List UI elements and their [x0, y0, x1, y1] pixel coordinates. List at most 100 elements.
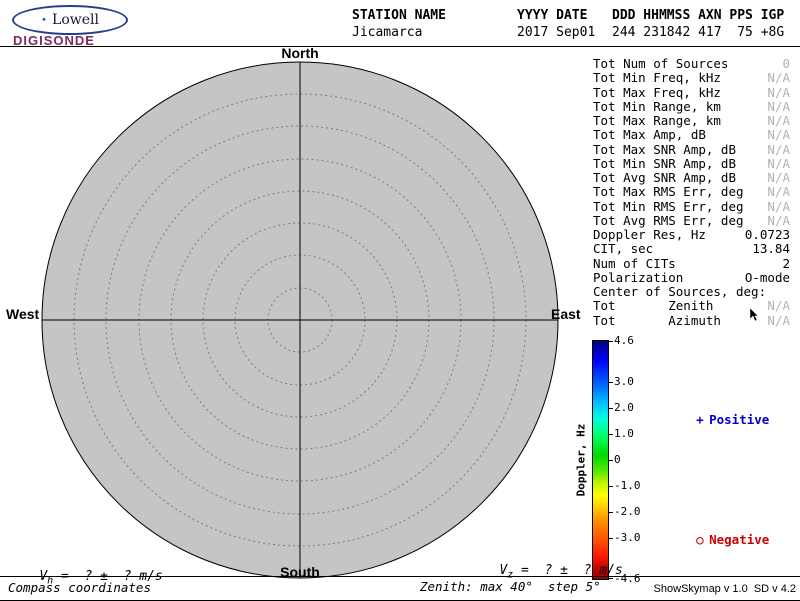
footer-divider — [0, 576, 800, 577]
stat-row: Tot Zenith N/A — [593, 298, 790, 314]
stat-row: Tot Azimuth N/A — [593, 312, 790, 328]
stat-value: N/A — [767, 298, 790, 314]
stat-label: Tot Avg SNR Amp, dB — [593, 170, 736, 185]
colorbar-tick-label: 3.0 — [614, 375, 634, 388]
stat-row: Tot Max Amp, dB N/A — [593, 127, 790, 143]
stat-value: O-mode — [744, 269, 790, 285]
header-date-value: 2017 Sep01 — [517, 25, 596, 40]
stat-label: CIT, sec — [593, 241, 654, 257]
stat-value: N/A — [767, 212, 790, 228]
stat-row: Tot Min Freq, kHz N/A — [593, 70, 790, 86]
vz-sub: z — [507, 570, 513, 581]
colorbar-tick — [609, 512, 613, 513]
colorbar-title: Doppler, Hz — [574, 423, 588, 497]
colorbar-tick-label: 0 — [614, 453, 621, 466]
vz-var: V — [499, 563, 508, 578]
stat-label: Tot Min Freq, kHz — [593, 70, 721, 86]
stat-value: 0 — [782, 56, 790, 71]
stat-value: N/A — [767, 170, 790, 185]
legend-positive-label: Positive — [709, 412, 770, 427]
colorbar-tick-label: -2.0 — [614, 505, 641, 518]
stat-value: N/A — [767, 70, 790, 86]
stat-value: N/A — [767, 141, 790, 157]
compass-north: North — [281, 45, 319, 61]
colorbar-tick — [609, 486, 613, 487]
legend-positive: + Positive — [666, 397, 769, 442]
star-icon: ✦ — [41, 14, 48, 25]
stat-row: Tot Avg SNR Amp, dB N/A — [593, 170, 790, 185]
stat-value: 13.84 — [752, 241, 790, 257]
skymap-plot — [41, 61, 559, 579]
stat-value: N/A — [767, 198, 790, 214]
stat-label: Tot Avg RMS Err, deg — [593, 212, 744, 228]
stat-label: Tot Num of Sources — [593, 56, 729, 71]
stat-label: Tot Min RMS Err, deg — [593, 198, 744, 214]
legend-negative: ○ Negative — [666, 517, 769, 562]
compass-west: West — [6, 306, 40, 322]
stat-label: Tot Max Freq, kHz — [593, 84, 721, 100]
stat-label: Center of Sources, deg: — [593, 284, 767, 299]
circle-marker-icon: ○ — [696, 532, 704, 547]
stat-label: Num of CITs — [593, 255, 676, 271]
stat-value: 0.0723 — [744, 227, 790, 242]
colorbar-tick-label: -4.6 — [614, 572, 641, 585]
lowell-logo: ✦ Lowell — [12, 5, 128, 35]
header-station-label: STATION NAME — [352, 8, 446, 23]
stat-label: Doppler Res, Hz — [593, 227, 706, 242]
doppler-colorbar — [592, 340, 609, 580]
stat-label: Tot Max Amp, dB — [593, 127, 706, 143]
colorbar-tick-label: 4.6 — [614, 334, 634, 347]
stat-row: Tot Num of Sources 0 — [593, 56, 790, 71]
mouse-cursor-icon — [750, 308, 759, 322]
header-fields-value: 244 231842 417 75 +8G — [612, 25, 785, 40]
stat-row: CIT, sec 13.84 — [593, 241, 790, 257]
stat-row: Tot Max SNR Amp, dB N/A — [593, 141, 790, 157]
stat-value: N/A — [767, 127, 790, 143]
colorbar-tick — [609, 382, 613, 383]
stat-label: Tot Max SNR Amp, dB — [593, 141, 736, 157]
vz-velocity-text: Vz = ? ± ? m/s — [468, 548, 623, 596]
stat-row: Tot Avg RMS Err, deg N/A — [593, 212, 790, 228]
plus-marker-icon: + — [696, 412, 704, 427]
header-station-value: Jicamarca — [352, 25, 423, 40]
stat-value: N/A — [767, 155, 790, 171]
colorbar-tick — [609, 460, 613, 461]
header-divider — [0, 46, 800, 47]
coordinates-note: Compass coordinates — [8, 580, 151, 595]
colorbar-tick — [609, 434, 613, 435]
colorbar-tick-label: -1.0 — [614, 479, 641, 492]
stat-label: Tot Max RMS Err, deg — [593, 184, 744, 200]
stat-label: Tot Azimuth — [593, 312, 721, 328]
header-fields-label: DDD HHMMSS AXN PPS IGP — [612, 8, 785, 23]
stat-label: Tot Min Range, km — [593, 98, 721, 114]
vz-rest: = ? ± ? m/s — [513, 563, 623, 578]
colorbar-tick — [609, 538, 613, 539]
statistics-panel: Tot Num of Sources 0 Tot Min Freq, kHz N/A… — [593, 56, 790, 328]
header-date-label: YYYY DATE — [517, 8, 588, 23]
stat-value: N/A — [767, 98, 790, 114]
logo-name: Lowell — [52, 12, 99, 28]
colorbar-tick-label: 1.0 — [614, 427, 634, 440]
version-text: ShowSkymap v 1.0 SD v 4.2 — [653, 583, 796, 595]
stat-row: Tot Min SNR Amp, dB N/A — [593, 155, 790, 171]
colorbar-tick — [609, 408, 613, 409]
colorbar-tick-label: -3.0 — [614, 531, 641, 544]
stat-label: Polarization — [593, 269, 684, 285]
stat-value: 2 — [782, 255, 790, 271]
stat-row: Center of Sources, deg: — [593, 284, 790, 299]
vh-sub: h — [47, 575, 54, 587]
colorbar-tick — [609, 341, 613, 342]
zenith-range-note: Zenith: max 40° step 5° — [420, 579, 601, 594]
stat-value: N/A — [767, 84, 790, 100]
stat-value: N/A — [767, 312, 790, 328]
stat-label: Tot Max Range, km — [593, 113, 721, 128]
colorbar-tick-label: 2.0 — [614, 401, 634, 414]
stat-label: Tot Min SNR Amp, dB — [593, 155, 736, 171]
stat-row: Tot Min Range, km N/A — [593, 98, 790, 114]
compass-east: East — [551, 306, 581, 322]
compass-south: South — [280, 564, 320, 580]
logo-subtitle: DIGISONDE — [13, 33, 95, 48]
stat-row: Polarization O-mode — [593, 269, 790, 285]
stat-row: Tot Max RMS Err, deg N/A — [593, 184, 790, 200]
